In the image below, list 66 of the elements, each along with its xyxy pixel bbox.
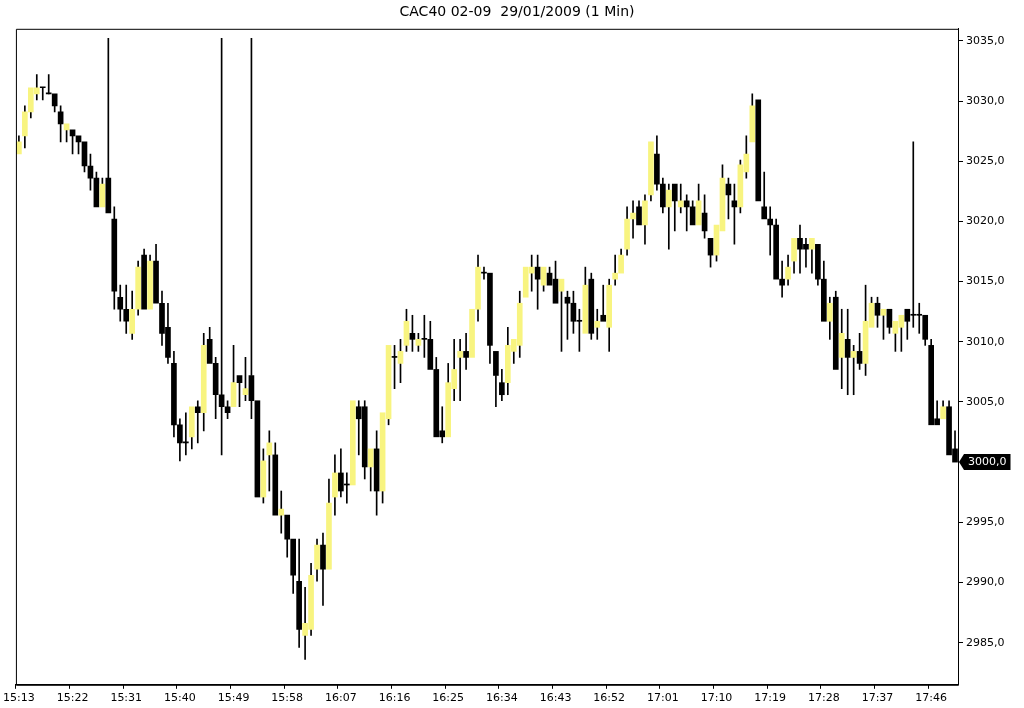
candlestick xyxy=(767,206,774,256)
x-tick-label: 16:34 xyxy=(486,691,518,705)
y-tick-label: 3020,0 xyxy=(966,214,1005,228)
y-tick-label: 2985,0 xyxy=(966,635,1005,649)
y-tick-label: 2990,0 xyxy=(966,575,1005,589)
candlestick xyxy=(499,369,505,402)
x-tick-label: 17:37 xyxy=(861,691,894,705)
x-tick-label: 15:58 xyxy=(271,691,304,705)
y-tick-label: 3015,0 xyxy=(966,274,1005,288)
candlestick xyxy=(654,135,660,191)
candlestick xyxy=(844,308,851,396)
candlestick xyxy=(487,272,493,364)
x-tick-label: 16:16 xyxy=(378,691,411,705)
y-tick-label: 2995,0 xyxy=(966,515,1005,529)
text: 3000,0 xyxy=(968,454,1007,468)
x-tick-label: 16:25 xyxy=(432,691,465,705)
x-tick-label: 16:07 xyxy=(325,691,357,705)
candlestick xyxy=(832,290,839,370)
candlestick xyxy=(588,272,595,340)
candlestick xyxy=(624,206,630,256)
x-tick-label: 16:52 xyxy=(593,691,626,705)
candlestick xyxy=(660,177,666,214)
candlestick xyxy=(683,194,690,232)
x-tick-label: 17:46 xyxy=(915,691,948,705)
candlestick xyxy=(618,248,624,274)
x-tick-label: 17:10 xyxy=(700,691,733,705)
x-tick-label: 15:13 xyxy=(3,691,35,705)
x-tick-label: 15:31 xyxy=(110,691,143,705)
y-tick-label: 3005,0 xyxy=(966,394,1005,408)
y-tick-label: 3025,0 xyxy=(966,154,1005,168)
x-tick-label: 15:49 xyxy=(217,691,250,705)
x-tick-label: 17:01 xyxy=(647,691,679,705)
y-tick-label: 3030,0 xyxy=(966,93,1005,107)
candlestick xyxy=(779,260,785,298)
candlestick xyxy=(612,254,618,286)
candlestick xyxy=(194,400,201,444)
candlestick xyxy=(761,171,768,220)
candlestick xyxy=(22,105,28,149)
x-tick-label: 17:19 xyxy=(754,691,787,705)
y-tick-label: 3010,0 xyxy=(966,334,1005,348)
candlestick xyxy=(39,86,46,101)
candlestick xyxy=(493,351,499,408)
candlestick xyxy=(636,200,642,226)
chart-title: CAC40 02-09 29/01/2009 (1 Min) xyxy=(399,3,635,20)
x-tick-label: 17:28 xyxy=(807,691,840,705)
candlestick xyxy=(600,284,607,322)
candlestick xyxy=(463,333,469,370)
x-tick-label: 15:40 xyxy=(164,691,196,705)
x-tick-label: 15:22 xyxy=(56,691,89,705)
candlestick xyxy=(755,99,762,202)
candlestick xyxy=(815,243,821,286)
x-tick-label: 16:43 xyxy=(539,691,572,705)
candlestick xyxy=(284,514,291,558)
candlestick xyxy=(141,248,147,310)
candlestick xyxy=(272,442,279,516)
candlestick xyxy=(785,254,791,286)
candlestick xyxy=(773,218,779,280)
candlestick xyxy=(671,183,678,232)
candlestick xyxy=(111,206,118,310)
candlestick xyxy=(290,538,296,594)
y-tick-label: 3035,0 xyxy=(966,33,1005,47)
candlestick xyxy=(821,260,827,322)
candlestick xyxy=(349,400,356,486)
candlestick xyxy=(296,538,302,648)
candlestick xyxy=(320,532,326,606)
candlestick xyxy=(266,430,273,492)
